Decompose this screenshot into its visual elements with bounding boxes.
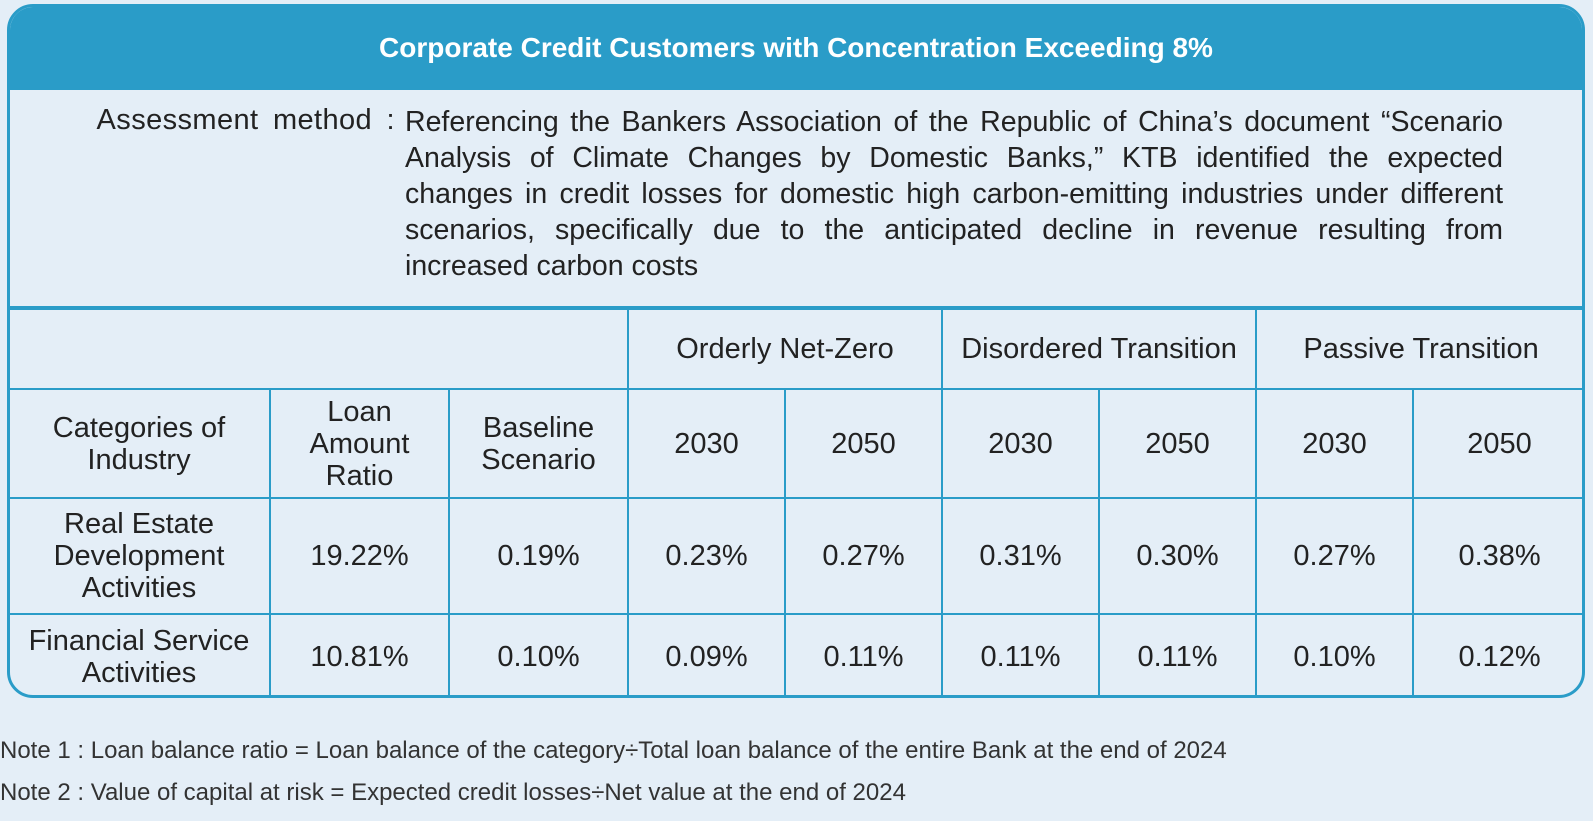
table-row: Real Estate Development Activities 19.22… — [10, 497, 1582, 615]
row-value: 0.23% — [627, 497, 787, 615]
row-loan-ratio: 19.22% — [269, 497, 450, 615]
header-year: 2050 — [784, 388, 944, 499]
assessment-method-label: Assessment method : — [96, 104, 395, 136]
header-year: 2030 — [627, 388, 787, 499]
scenario-disordered-transition: Disordered Transition — [941, 308, 1258, 390]
card-title: Corporate Credit Customers with Concentr… — [10, 7, 1582, 90]
row-baseline: 0.10% — [447, 613, 630, 695]
header-baseline-scenario: Baseline Scenario — [447, 388, 630, 499]
row-value: 0.11% — [941, 613, 1101, 695]
note-1: Note 1 : Loan balance ratio = Loan balan… — [0, 737, 1227, 764]
scenario-passive-transition: Passive Transition — [1255, 308, 1582, 390]
header-year: 2050 — [1098, 388, 1258, 499]
row-value: 0.31% — [941, 497, 1101, 615]
row-category: Financial Service Activities — [10, 613, 271, 695]
header-year: 2030 — [941, 388, 1101, 499]
header-year: 2050 — [1412, 388, 1582, 499]
row-value: 0.10% — [1255, 613, 1415, 695]
row-value: 0.38% — [1412, 497, 1582, 615]
table-row: Financial Service Activities 10.81% 0.10… — [10, 613, 1582, 695]
scenario-table: Orderly Net-Zero Disordered Transition P… — [10, 308, 1582, 695]
assessment-method-text: Referencing the Bankers Association of t… — [405, 106, 1503, 282]
row-category: Real Estate Development Activities — [10, 497, 271, 615]
row-value: 0.12% — [1412, 613, 1582, 695]
row-baseline: 0.19% — [447, 497, 630, 615]
scenario-orderly-net-zero: Orderly Net-Zero — [627, 308, 944, 390]
empty-header-cell — [10, 308, 630, 390]
row-value: 0.27% — [784, 497, 944, 615]
row-value: 0.11% — [1098, 613, 1258, 695]
row-value: 0.11% — [784, 613, 944, 695]
header-categories-of-industry: Categories of Industry — [10, 388, 271, 499]
header-year: 2030 — [1255, 388, 1415, 499]
notes-section: Note 1 : Loan balance ratio = Loan balan… — [0, 730, 1227, 814]
row-value: 0.27% — [1255, 497, 1415, 615]
scenario-header-row: Orderly Net-Zero Disordered Transition P… — [10, 308, 1582, 390]
row-loan-ratio: 10.81% — [269, 613, 450, 695]
row-value: 0.30% — [1098, 497, 1258, 615]
column-header-row: Categories of Industry Loan Amount Ratio… — [10, 388, 1582, 499]
header-loan-amount-ratio: Loan Amount Ratio — [269, 388, 450, 499]
note-2: Note 2 : Value of capital at risk = Expe… — [0, 779, 906, 806]
assessment-method-section: Assessment method : Referencing the Bank… — [10, 90, 1582, 308]
concentration-card: Corporate Credit Customers with Concentr… — [7, 4, 1585, 698]
row-value: 0.09% — [627, 613, 787, 695]
